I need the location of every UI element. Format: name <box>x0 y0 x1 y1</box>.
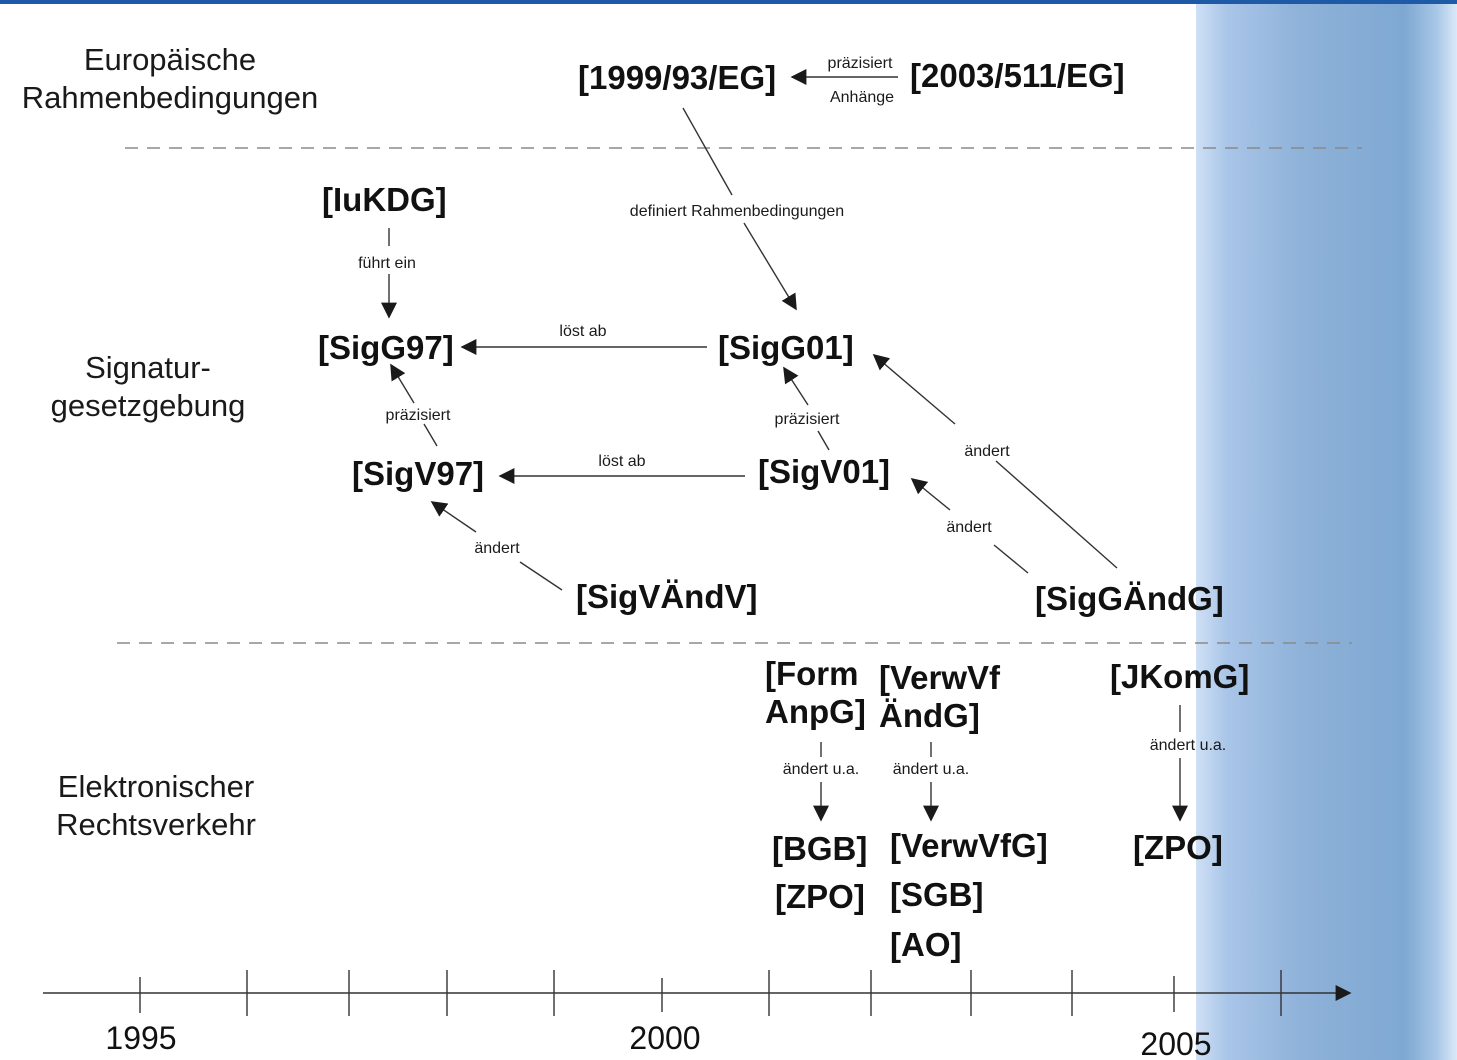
node-sigv01: [SigV01] <box>758 453 890 490</box>
arrow-praezisiert-01-part1 <box>817 430 830 451</box>
node-sigg97: [SigG97] <box>318 329 454 366</box>
node-sgb: [SGB] <box>890 876 984 913</box>
label-fuehrt-ein: führt ein <box>358 255 416 272</box>
node-verwvfaendg-line1: [VerwVf <box>879 659 1001 696</box>
label-loest-ab-sigv: löst ab <box>598 453 645 470</box>
arrow-praezisiert-97-part1 <box>423 423 438 447</box>
current-period-band <box>1196 4 1457 1060</box>
node-zpo-jkomg: [ZPO] <box>1133 829 1223 866</box>
arrow-aendert-sigv01-part1 <box>993 544 1029 574</box>
node-formanpg-line2: AnpG] <box>765 693 866 730</box>
label-aendert-sigv97: ändert <box>474 540 520 557</box>
row-label-electronic-line1: Elektronischer <box>58 769 254 804</box>
label-anhaenge: Anhänge <box>830 89 894 106</box>
label-aendert-ua-verwvfaendg: ändert u.a. <box>893 761 970 778</box>
node-ao: [AO] <box>890 926 961 963</box>
node-jkomg: [JKomG] <box>1110 658 1249 695</box>
label-praezisiert-97: präzisiert <box>386 407 451 424</box>
arrow-definiert-part1 <box>682 107 733 196</box>
row-label-european-line1: Europäische <box>84 42 256 77</box>
year-label-2000: 2000 <box>629 1020 700 1056</box>
label-praezisiert-top: präzisiert <box>828 55 893 72</box>
arrow-definiert-part2 <box>743 222 797 311</box>
year-label-1995: 1995 <box>105 1020 176 1056</box>
row-label-signature-line1: Signatur- <box>85 350 211 385</box>
node-1999-93-eg: [1999/93/EG] <box>578 59 776 96</box>
arrow-aendert-sigv01-part2 <box>910 477 951 511</box>
top-accent-bar <box>0 0 1457 4</box>
node-zpo-formanpg: [ZPO] <box>775 878 865 915</box>
arrow-praezisiert-01-part2 <box>783 366 809 406</box>
arrow-aendert-sigv97-part2 <box>430 501 477 533</box>
node-2003-511-eg: [2003/511/EG] <box>910 57 1125 94</box>
label-aendert-ua-jkomg: ändert u.a. <box>1150 737 1227 754</box>
node-sigvaendv: [SigVÄndV] <box>576 578 757 615</box>
label-aendert-sigg01: ändert <box>964 443 1010 460</box>
row-label-european-line2: Rahmenbedingungen <box>22 80 318 115</box>
arrow-aendert-sigv97-part1 <box>519 561 563 591</box>
arrow-aendert-sigg01-part2 <box>872 353 956 425</box>
label-praezisiert-01: präzisiert <box>775 411 840 428</box>
label-definiert: definiert Rahmenbedingungen <box>630 203 844 220</box>
node-bgb: [BGB] <box>772 830 867 867</box>
year-label-2005: 2005 <box>1140 1026 1211 1060</box>
label-aendert-ua-formanpg: ändert u.a. <box>783 761 860 778</box>
node-siggaendg: [SigGÄndG] <box>1035 580 1224 617</box>
node-iukdg: [IuKDG] <box>322 181 447 218</box>
arrow-aendert-sigg01-part1 <box>995 460 1118 569</box>
node-sigv97: [SigV97] <box>352 455 484 492</box>
label-aendert-sigv01: ändert <box>946 519 992 536</box>
node-formanpg-line1: [Form <box>765 655 859 692</box>
row-label-signature-line2: gesetzgebung <box>51 388 246 423</box>
row-label-electronic-line2: Rechtsverkehr <box>56 807 256 842</box>
label-loest-ab-sigg: löst ab <box>559 323 606 340</box>
arrow-praezisiert-97-part2 <box>390 363 415 404</box>
timeline-ticks <box>139 970 1282 1016</box>
node-verwvfaendg-line2: ÄndG] <box>879 697 980 734</box>
node-sigg01: [SigG01] <box>718 329 854 366</box>
node-verwvfg: [VerwVfG] <box>890 827 1048 864</box>
